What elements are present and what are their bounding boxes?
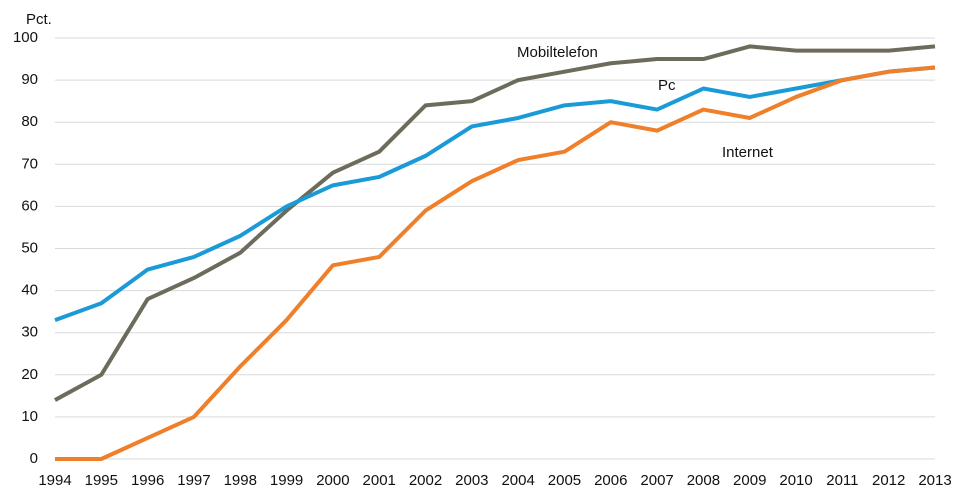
series-label: Mobiltelefon [517, 44, 598, 61]
y-tick-label: 70 [21, 155, 38, 172]
x-tick-label: 2001 [363, 472, 396, 489]
x-tick-label: 2002 [409, 472, 442, 489]
x-tick-label: 2004 [501, 472, 534, 489]
x-tick-label: 1995 [85, 472, 118, 489]
x-tick-label: 2010 [779, 472, 812, 489]
x-tick-label: 1997 [177, 472, 210, 489]
y-axis-label: Pct. [26, 11, 52, 28]
y-tick-label: 80 [21, 113, 38, 130]
series-line [54, 65, 936, 322]
x-tick-label: 1998 [224, 472, 257, 489]
y-tick-label: 20 [21, 366, 38, 383]
y-tick-label: 60 [21, 197, 38, 214]
x-tick-label: 2000 [316, 472, 349, 489]
x-tick-label: 1999 [270, 472, 303, 489]
series-line [54, 44, 936, 402]
x-tick-label: 2008 [687, 472, 720, 489]
y-tick-label: 30 [21, 324, 38, 341]
series-line [55, 65, 936, 461]
y-tick-label: 40 [21, 282, 38, 299]
y-tick-label: 100 [13, 29, 38, 46]
x-tick-label: 2007 [640, 472, 673, 489]
y-tick-label: 90 [21, 71, 38, 88]
x-tick-label: 2012 [872, 472, 905, 489]
x-tick-label: 2006 [594, 472, 627, 489]
x-tick-label: 2005 [548, 472, 581, 489]
x-tick-label: 1996 [131, 472, 164, 489]
x-tick-label: 2011 [826, 472, 858, 489]
y-tick-label: 50 [21, 239, 38, 256]
series-label: Pc [658, 77, 676, 94]
x-tick-label: 2013 [918, 472, 951, 489]
series-label: Internet [722, 144, 774, 161]
y-tick-label: 10 [21, 408, 38, 425]
x-tick-label: 1994 [38, 472, 71, 489]
x-tick-label: 2009 [733, 472, 766, 489]
y-tick-label: 0 [30, 450, 38, 467]
x-tick-label: 2003 [455, 472, 488, 489]
